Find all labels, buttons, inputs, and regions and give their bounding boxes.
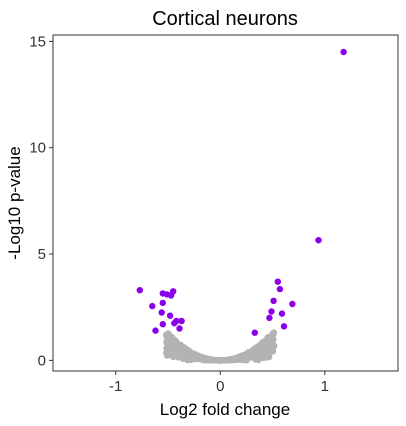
significant-point xyxy=(274,278,281,285)
y-tick-label: 15 xyxy=(29,33,46,50)
significant-point xyxy=(278,310,286,317)
y-tick-label: 5 xyxy=(38,246,46,263)
x-tick-label: 0 xyxy=(216,378,224,395)
nonsignificant-point xyxy=(177,343,185,351)
nonsignificant-point xyxy=(173,347,181,355)
nonsignificant-point xyxy=(189,355,196,362)
nonsignificant-point xyxy=(231,356,238,364)
significant-points-layer xyxy=(136,48,347,336)
significant-point xyxy=(149,302,156,310)
nonsignificant-point xyxy=(265,334,273,341)
significant-point xyxy=(171,320,178,327)
x-axis-ticks: -1 0 1 xyxy=(109,371,329,395)
significant-point xyxy=(280,323,288,330)
significant-point xyxy=(159,321,166,328)
significant-point xyxy=(315,237,322,244)
nonsignificant-point xyxy=(258,349,265,356)
x-axis-label: Log2 fold change xyxy=(160,400,290,419)
nonsignificant-point xyxy=(164,348,172,355)
significant-point xyxy=(268,308,275,315)
nonsignificant-point xyxy=(223,356,230,364)
nonsignificant-point xyxy=(176,354,183,361)
significant-point xyxy=(340,48,347,56)
nonsignificant-points-layer xyxy=(163,329,278,364)
nonsignificant-point xyxy=(247,353,254,360)
nonsignificant-point xyxy=(260,338,268,345)
significant-point xyxy=(266,314,273,321)
y-axis-ticks: 0 5 10 15 xyxy=(29,33,53,369)
y-axis-label: -Log10 p-value xyxy=(5,146,24,259)
nonsignificant-point xyxy=(170,337,178,345)
nonsignificant-point xyxy=(243,357,250,364)
nonsignificant-point xyxy=(265,348,272,355)
chart-title: Cortical neurons xyxy=(152,8,298,30)
nonsignificant-point xyxy=(204,356,211,363)
y-tick-label: 10 xyxy=(29,140,46,157)
significant-point xyxy=(166,312,174,319)
nonsignificant-point xyxy=(238,353,245,360)
significant-point xyxy=(159,299,166,307)
significant-point xyxy=(251,329,258,336)
nonsignificant-point xyxy=(164,331,172,338)
nonsignificant-point xyxy=(164,341,171,348)
significant-point xyxy=(178,317,185,325)
significant-point xyxy=(158,309,165,316)
x-tick-label: 1 xyxy=(321,378,329,395)
significant-point xyxy=(276,285,284,293)
significant-point xyxy=(152,327,159,334)
plot-panel xyxy=(52,34,399,372)
significant-point xyxy=(170,288,177,295)
nonsignificant-point xyxy=(216,357,223,364)
significant-point xyxy=(176,325,183,332)
nonsignificant-point xyxy=(264,353,271,360)
nonsignificant-point xyxy=(183,346,191,354)
significant-point xyxy=(289,300,296,308)
x-tick-label: -1 xyxy=(109,378,122,395)
nonsignificant-point xyxy=(212,357,219,364)
significant-point xyxy=(136,287,143,294)
significant-point xyxy=(270,297,277,304)
y-tick-label: 0 xyxy=(38,352,46,369)
